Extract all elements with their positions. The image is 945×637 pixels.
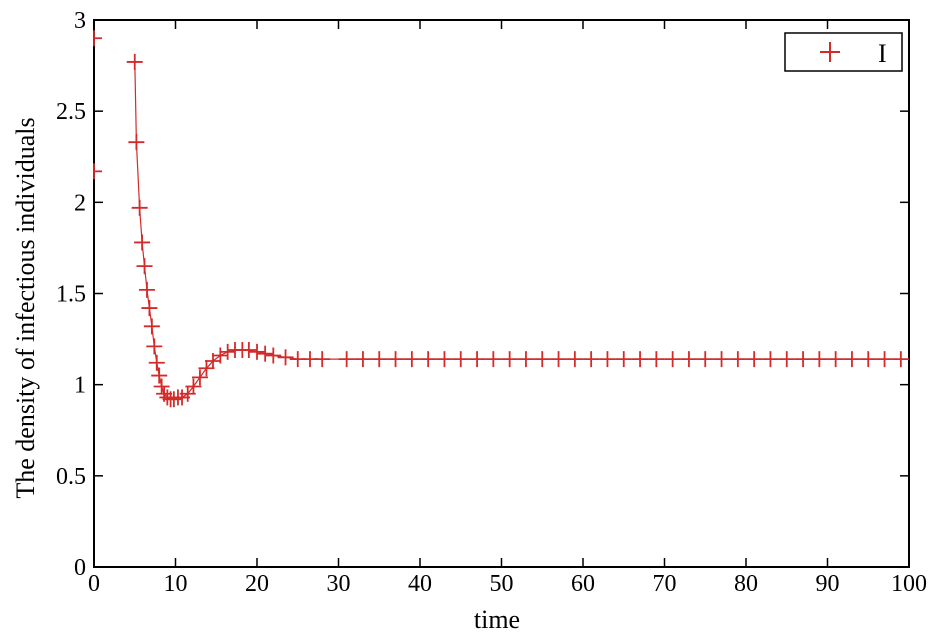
legend: I xyxy=(784,32,903,72)
data-point xyxy=(762,351,779,368)
data-point xyxy=(550,351,567,368)
x-tick-label: 70 xyxy=(653,571,677,597)
data-point xyxy=(165,391,182,408)
data-point xyxy=(534,351,551,368)
data-point xyxy=(128,134,145,151)
data-point xyxy=(680,351,697,368)
x-tick-label: 40 xyxy=(408,571,432,597)
series-line-group xyxy=(134,61,901,400)
data-point xyxy=(126,53,143,70)
data-point xyxy=(583,351,600,368)
data-point xyxy=(648,351,665,368)
data-point xyxy=(860,351,877,368)
data-point xyxy=(151,367,168,384)
data-point xyxy=(134,234,151,251)
data-point xyxy=(876,351,893,368)
plot-area xyxy=(93,19,910,568)
data-point xyxy=(843,351,860,368)
data-point xyxy=(387,351,404,368)
data-point xyxy=(485,351,502,368)
data-point xyxy=(615,351,632,368)
series-points-group xyxy=(93,30,909,408)
data-point xyxy=(469,351,486,368)
data-point xyxy=(185,378,202,395)
legend-label-i: I xyxy=(878,39,887,68)
data-point xyxy=(249,343,265,360)
data-point xyxy=(153,378,170,395)
y-tick-label: 1.5 xyxy=(56,282,86,308)
legend-box xyxy=(784,32,903,72)
data-point xyxy=(277,349,294,366)
data-point xyxy=(93,163,102,180)
data-point xyxy=(664,351,681,368)
data-point xyxy=(566,351,583,368)
data-point xyxy=(501,351,518,368)
data-point xyxy=(517,351,534,368)
data-point xyxy=(265,347,282,364)
data-point xyxy=(778,351,795,368)
x-tick-label: 0 xyxy=(88,571,100,597)
data-point xyxy=(420,351,437,368)
data-point xyxy=(713,351,730,368)
x-axis-title: time xyxy=(474,605,520,634)
data-point xyxy=(141,300,158,317)
data-point xyxy=(138,281,155,298)
data-point xyxy=(371,351,388,368)
axis-ticks xyxy=(93,19,910,568)
data-point xyxy=(354,351,371,368)
data-point xyxy=(212,347,229,364)
data-point xyxy=(746,351,763,368)
data-point xyxy=(257,345,274,362)
data-point xyxy=(219,343,236,360)
data-point xyxy=(148,354,165,371)
y-tick-label: 2.5 xyxy=(56,99,86,125)
x-tick-label: 20 xyxy=(245,571,269,597)
y-tick-label: 0 xyxy=(74,555,86,581)
data-point xyxy=(131,199,148,216)
data-point xyxy=(436,351,453,368)
data-point xyxy=(599,351,616,368)
y-axis-title: The density of infectious individuals xyxy=(11,117,40,498)
x-tick-label: 100 xyxy=(891,571,927,597)
x-tick-label: 60 xyxy=(571,571,595,597)
data-point xyxy=(632,351,649,368)
data-point xyxy=(697,351,714,368)
data-point xyxy=(452,351,469,368)
data-point xyxy=(146,338,163,355)
data-point xyxy=(198,360,215,377)
data-point xyxy=(729,351,746,368)
data-point xyxy=(314,351,331,368)
x-tick-label: 90 xyxy=(816,571,840,597)
x-tick-label: 80 xyxy=(734,571,758,597)
y-tick-label: 2 xyxy=(74,190,86,216)
data-point xyxy=(827,351,844,368)
data-point xyxy=(136,258,153,275)
y-tick-label: 1 xyxy=(74,373,86,399)
series-line-I xyxy=(134,61,901,400)
data-point xyxy=(811,351,828,368)
data-point xyxy=(93,30,102,47)
data-point xyxy=(191,369,208,386)
y-tick-labels: 0 0.5 1 1.5 2 2.5 3 xyxy=(56,8,86,581)
y-tick-label: 0.5 xyxy=(56,464,86,490)
data-point xyxy=(403,351,420,368)
data-point xyxy=(795,351,812,368)
y-tick-label: 3 xyxy=(74,8,86,34)
data-point xyxy=(338,351,355,368)
legend-marker-plus xyxy=(820,42,840,62)
x-tick-label: 30 xyxy=(327,571,351,597)
data-point xyxy=(240,342,257,359)
data-point xyxy=(143,318,160,335)
x-tick-labels: 0 10 20 30 40 50 60 70 80 90 100 xyxy=(88,571,927,597)
data-point xyxy=(892,351,909,368)
x-tick-label: 50 xyxy=(490,571,514,597)
x-tick-label: 10 xyxy=(164,571,188,597)
